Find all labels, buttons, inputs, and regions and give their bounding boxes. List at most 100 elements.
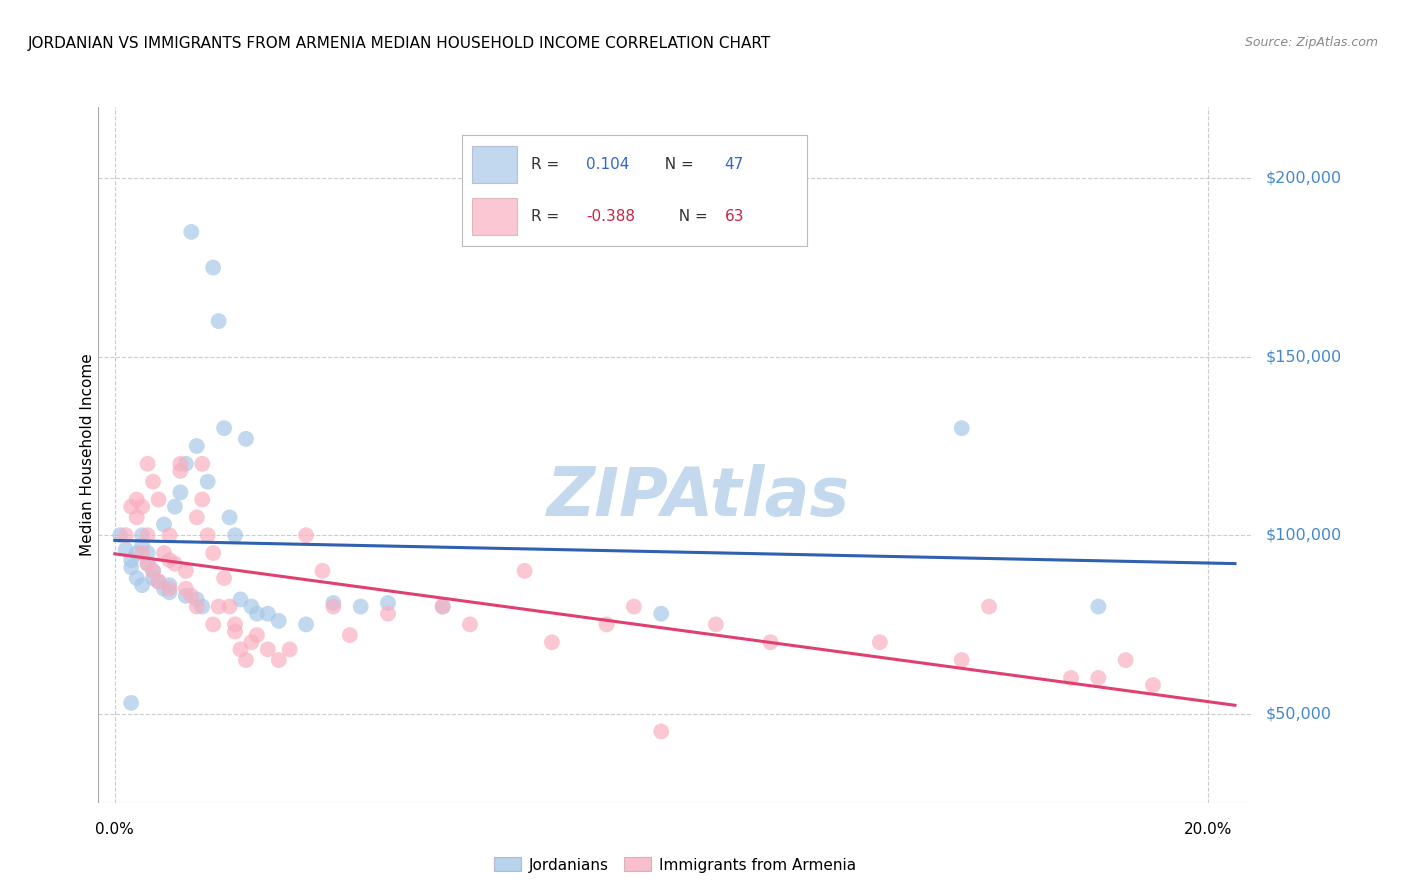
Point (131, 500, 153, 514)
Point (125, 546, 148, 560)
Point (246, 628, 269, 642)
Point (131, 539, 153, 553)
Point (218, 510, 240, 524)
Point (136, 457, 159, 471)
Point (595, 617, 617, 632)
Point (136, 557, 159, 571)
Text: $50,000: $50,000 (1265, 706, 1331, 721)
Point (174, 457, 197, 471)
Point (977, 599, 1000, 614)
Point (142, 564, 165, 578)
Point (120, 500, 142, 514)
Text: Source: ZipAtlas.com: Source: ZipAtlas.com (1244, 36, 1378, 49)
Point (1142, 678, 1164, 692)
Point (458, 617, 481, 632)
Point (186, 510, 208, 524)
Point (1060, 671, 1083, 685)
Text: 20.0%: 20.0% (1184, 822, 1232, 838)
Point (159, 582, 181, 596)
Point (142, 564, 165, 578)
Point (218, 599, 240, 614)
Point (322, 596, 344, 610)
Point (207, 599, 229, 614)
Point (153, 546, 176, 560)
Text: JORDANIAN VS IMMIGRANTS FROM ARMENIA MEDIAN HOUSEHOLD INCOME CORRELATION CHART: JORDANIAN VS IMMIGRANTS FROM ARMENIA MED… (28, 36, 772, 51)
Point (191, 599, 214, 614)
Text: ZIPAtlas: ZIPAtlas (547, 464, 849, 530)
Point (174, 589, 197, 603)
Point (202, 260, 225, 275)
Point (191, 492, 214, 507)
Point (131, 528, 153, 542)
Point (131, 578, 153, 592)
Point (322, 599, 344, 614)
Point (1087, 671, 1109, 685)
Point (267, 653, 290, 667)
Point (125, 571, 148, 585)
Point (125, 492, 148, 507)
Point (541, 635, 564, 649)
Point (623, 599, 645, 614)
Point (229, 642, 252, 657)
Point (148, 492, 170, 507)
Point (246, 607, 269, 621)
Point (240, 599, 263, 614)
Point (240, 635, 263, 649)
Point (212, 571, 235, 585)
Point (180, 589, 202, 603)
Text: $100,000: $100,000 (1265, 528, 1341, 542)
Text: 0.0%: 0.0% (96, 822, 134, 838)
Point (759, 635, 782, 649)
Point (159, 578, 181, 592)
Point (153, 517, 176, 532)
Point (1087, 599, 1109, 614)
Point (432, 599, 454, 614)
Point (142, 475, 165, 489)
Point (224, 624, 246, 639)
Point (212, 421, 235, 435)
Point (120, 553, 142, 567)
Point (136, 557, 159, 571)
Point (148, 574, 170, 589)
Point (163, 557, 186, 571)
Point (295, 617, 318, 632)
Legend: Jordanians, Immigrants from Armenia: Jordanians, Immigrants from Armenia (488, 851, 862, 879)
Point (650, 724, 672, 739)
Point (311, 564, 333, 578)
Point (125, 510, 148, 524)
Point (202, 546, 225, 560)
Point (169, 464, 191, 478)
Point (350, 599, 373, 614)
Point (869, 635, 891, 649)
Text: $150,000: $150,000 (1265, 350, 1341, 364)
Point (159, 528, 181, 542)
Point (148, 574, 170, 589)
Point (1115, 653, 1137, 667)
Point (950, 421, 973, 435)
Point (295, 528, 318, 542)
Point (136, 528, 159, 542)
Point (197, 528, 219, 542)
Point (169, 457, 191, 471)
Point (159, 553, 181, 567)
Point (513, 564, 536, 578)
Point (235, 432, 257, 446)
Point (136, 546, 159, 560)
Point (186, 439, 208, 453)
Point (377, 607, 399, 621)
Point (202, 617, 225, 632)
Point (224, 528, 246, 542)
Point (704, 617, 727, 632)
Point (159, 585, 181, 599)
Point (163, 500, 186, 514)
Point (256, 642, 278, 657)
Point (278, 642, 301, 657)
Point (235, 653, 257, 667)
Point (339, 628, 361, 642)
Point (432, 599, 454, 614)
Point (114, 542, 136, 557)
Point (950, 653, 973, 667)
Point (174, 582, 197, 596)
Point (120, 560, 142, 574)
Point (650, 607, 672, 621)
